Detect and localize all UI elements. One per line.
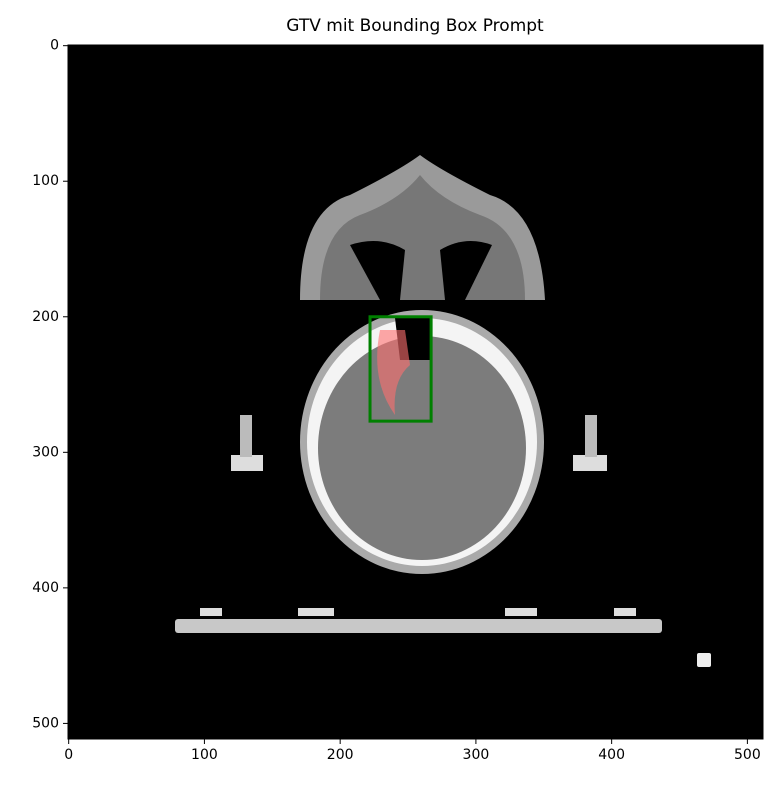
x-tick-label: 300 — [463, 747, 490, 763]
y-tick-label: 300 — [32, 444, 59, 460]
bounding-box — [368, 315, 433, 423]
x-tick-label: 0 — [64, 747, 73, 763]
y-tick-label: 200 — [32, 309, 59, 325]
axes: 0 100 200 300 400 500 0 100 200 300 400 500 — [32, 38, 764, 763]
x-tick-label: 500 — [734, 747, 761, 763]
x-tick-label: 200 — [327, 747, 354, 763]
x-tick-label: 400 — [598, 747, 625, 763]
y-tick-label: 400 — [32, 580, 59, 596]
chart-title: GTV mit Bounding Box Prompt — [286, 16, 544, 36]
y-tick-label: 0 — [50, 38, 59, 54]
y-tick-label: 500 — [32, 715, 59, 731]
y-tick-label: 100 — [32, 173, 59, 189]
gtv-mask — [377, 330, 410, 415]
axes-frame — [67, 44, 764, 740]
x-tick-label: 100 — [191, 747, 218, 763]
